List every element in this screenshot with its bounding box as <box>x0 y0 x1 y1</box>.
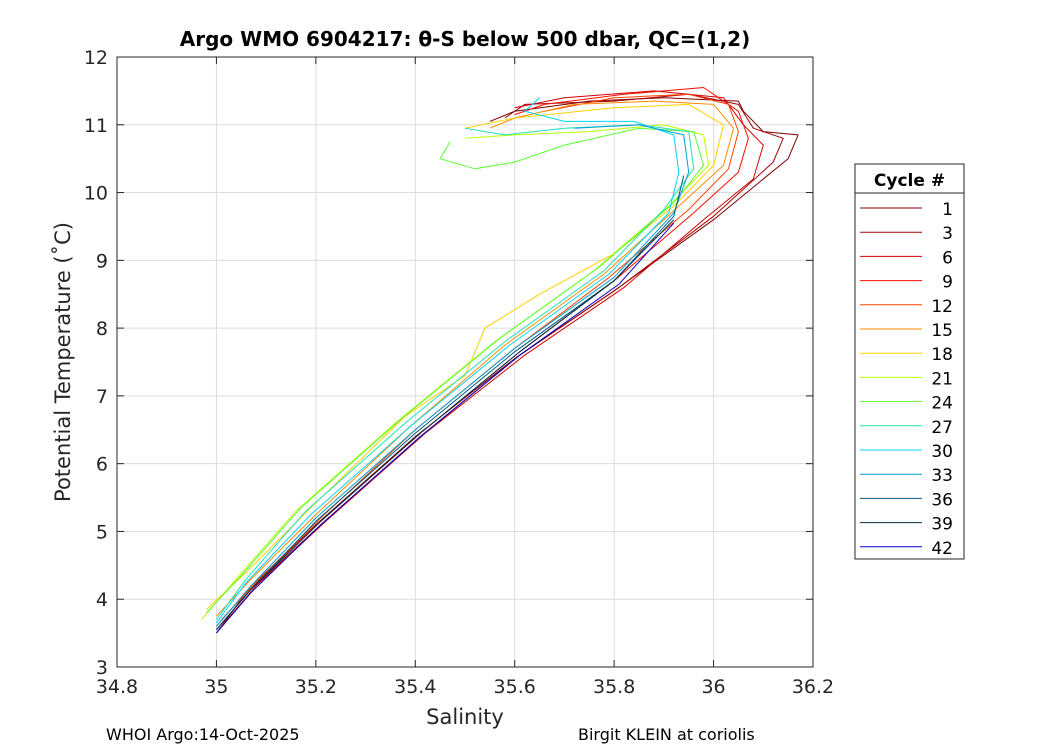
series-line-12 <box>216 175 685 631</box>
grid-lines <box>116 56 814 668</box>
y-tick-label: 5 <box>96 521 108 543</box>
plot-frame <box>116 56 814 668</box>
legend-entry-label: 1 <box>942 200 953 220</box>
legend-entry-label: 21 <box>931 369 953 389</box>
legend-title: Cycle # <box>874 171 945 191</box>
series-line-6 <box>206 103 724 610</box>
series-line-13 <box>216 219 675 631</box>
legend-entry-label: 6 <box>942 248 953 268</box>
series-line-7 <box>201 124 710 620</box>
legend-entry-label: 30 <box>931 442 953 462</box>
legend-entry-label: 18 <box>931 345 953 365</box>
data-series <box>201 87 799 634</box>
x-tick-label: 36.2 <box>792 676 834 698</box>
y-tick-label: 11 <box>84 115 108 137</box>
legend-box <box>854 163 965 560</box>
series-line-14 <box>216 222 675 634</box>
legend-entry-label: 36 <box>931 490 953 510</box>
y-axis-label: Potential Temperature (˚C) <box>51 222 75 502</box>
y-tick-label: 7 <box>96 386 108 408</box>
legend-entry-label: 15 <box>931 321 953 341</box>
x-axis-label: Salinity <box>426 705 504 729</box>
footer-credit-date: WHOI Argo:14-Oct-2025 <box>106 725 300 744</box>
legend-entry-label: 12 <box>931 297 953 317</box>
series-line-11 <box>216 124 690 627</box>
series-line-2 <box>221 90 764 627</box>
x-tick-label: 35 <box>204 676 228 698</box>
x-tick-label: 34.8 <box>96 676 138 698</box>
series-line-10 <box>215 97 680 624</box>
series-line-4 <box>221 93 739 620</box>
y-tick-label: 8 <box>96 318 108 340</box>
x-tick-label: 35.8 <box>593 676 635 698</box>
y-tick-label: 12 <box>84 47 108 69</box>
legend-entry-label: 9 <box>942 273 953 293</box>
series-line-5 <box>216 100 734 617</box>
series-line-0 <box>215 97 799 634</box>
x-tick-label: 35.6 <box>494 676 536 698</box>
x-tick-label: 36 <box>701 676 725 698</box>
series-line-9 <box>215 124 695 620</box>
legend-entry-label: 39 <box>931 515 953 535</box>
y-tick-label: 4 <box>96 589 108 611</box>
y-tick-label: 3 <box>96 657 108 679</box>
y-tick-label: 10 <box>84 183 108 205</box>
series-line-8 <box>206 127 705 614</box>
x-tick-label: 35.2 <box>295 676 337 698</box>
legend-entry-label: 42 <box>931 539 953 559</box>
axis-ticks: 34.8 35 35.2 35.4 35.6 35.8 36 36.2 3 4 5 6 7 8 9 10 11 1… <box>84 47 834 698</box>
footer-operator: Birgit KLEIN at coriolis <box>578 725 755 744</box>
legend-entry-label: 3 <box>942 224 953 244</box>
chart-title: Argo WMO 6904217: θ-S below 500 dbar, QC… <box>180 27 750 51</box>
series-line-1 <box>216 93 784 631</box>
legend-entry-label: 27 <box>931 418 953 438</box>
y-tick-label: 6 <box>96 454 108 476</box>
legend-entry-label: 33 <box>931 466 953 486</box>
x-tick-label: 35.4 <box>394 676 436 698</box>
y-tick-label: 9 <box>96 250 108 272</box>
legend-entry-label: 24 <box>931 394 953 414</box>
